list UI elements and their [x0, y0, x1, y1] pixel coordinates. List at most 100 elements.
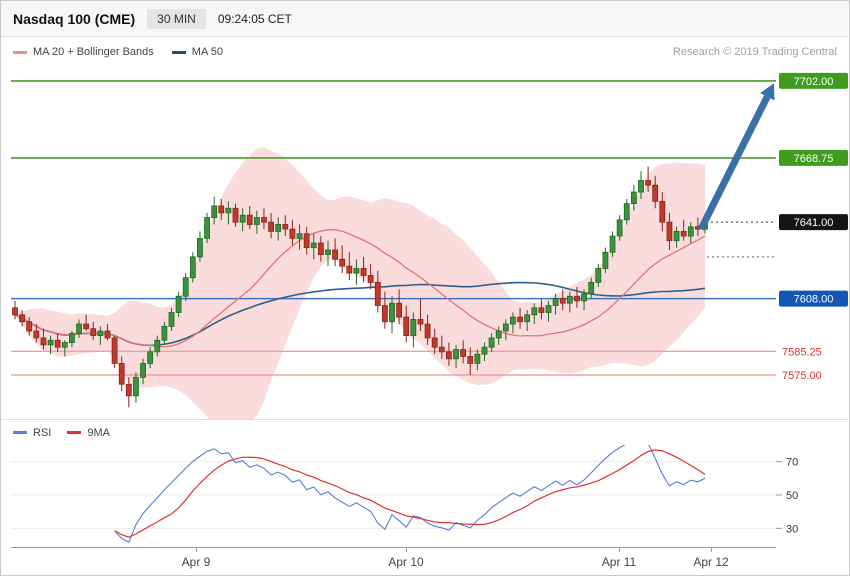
candle-body [154, 339, 161, 353]
candle-body [403, 316, 410, 337]
candle-body [332, 249, 339, 260]
price-badge-label-pivot: 7608.00 [794, 294, 834, 306]
x-axis-line [11, 547, 776, 548]
candle-body [481, 346, 488, 355]
candle-body [673, 231, 680, 242]
candle-body [26, 321, 33, 332]
candle-body [83, 323, 90, 330]
rsi-tick-label: 30 [786, 523, 798, 535]
ma20-bollinger-swatch [13, 50, 27, 54]
candle-body [275, 224, 282, 232]
candle-body [453, 349, 459, 360]
x-axis-label: Apr 9 [181, 555, 211, 569]
candle-body [595, 268, 602, 283]
x-axis-tick [406, 547, 407, 552]
candle-body [552, 298, 559, 306]
candle-body [488, 337, 495, 348]
candle-body [104, 330, 111, 339]
candle-body [623, 203, 630, 221]
candle-body [197, 237, 203, 258]
candle-body [367, 275, 374, 283]
candle-body [353, 268, 360, 274]
instrument-title: Nasdaq 100 (CME) [13, 10, 136, 27]
main-chart-svg: 7702.00 7668.75 7641.00 7608.00 7585.25 7575.… [11, 72, 848, 419]
rsi-9ma-swatch [67, 431, 82, 434]
candle-body [616, 219, 623, 237]
candle-body [303, 233, 310, 249]
candle-body [125, 383, 132, 397]
clock-time: 09:24:05 CET [217, 11, 292, 26]
candle-body [282, 224, 289, 230]
main-legend: MA 20 + Bollinger Bands MA 50 Research ©… [1, 37, 849, 67]
x-axis-label: Apr 11 [601, 555, 637, 569]
candle-body [161, 325, 168, 341]
candle-body [189, 256, 196, 279]
candle-body [69, 332, 75, 343]
price-badge-pivot [779, 290, 848, 307]
candle-body [261, 217, 267, 223]
candle-body [680, 231, 687, 237]
trend-arrow-head [760, 83, 775, 101]
candle-body [687, 226, 694, 237]
price-badge-resistance-2 [779, 72, 848, 89]
candle-body [609, 235, 616, 253]
candle-body [61, 342, 68, 348]
candle-body [638, 180, 644, 193]
trend-arrow-shaft [697, 95, 771, 231]
x-axis-label: Apr 10 [388, 555, 424, 569]
candle-body [168, 312, 175, 327]
candle-body [268, 221, 274, 232]
candle-body [374, 281, 381, 306]
candle-body [517, 316, 523, 323]
header: Nasdaq 100 (CME) 30 MIN 09:24:05 CET [1, 1, 849, 37]
candle-body [410, 319, 417, 337]
candle-body [218, 205, 225, 214]
candle-body [538, 307, 545, 313]
candle-body [360, 268, 367, 276]
price-badge-label-resistance-1: 7668.75 [794, 153, 834, 165]
rsi-chart-svg: 70 50 30 [11, 445, 798, 543]
candle-body [40, 337, 47, 346]
legend-item-ma50: MA 50 [171, 46, 223, 58]
candle-body [495, 330, 502, 339]
candle-body [502, 323, 509, 332]
candle-body [389, 302, 395, 323]
candle-body [140, 363, 146, 378]
legend-label-9ma: 9MA [87, 426, 110, 439]
candle-body [19, 314, 26, 323]
candle-body [438, 346, 445, 353]
watermark: Research © 2019 Trading Central [672, 46, 837, 58]
candle-body [317, 242, 324, 255]
candle-body [566, 295, 573, 304]
candle-body [253, 217, 260, 225]
candle-body [524, 314, 531, 323]
timeframe-badge[interactable]: 30 MIN [147, 8, 206, 29]
candle-body [133, 376, 139, 397]
x-axis-tick [619, 547, 620, 552]
candle-body [574, 295, 580, 302]
candle-body [239, 214, 246, 223]
candle-body [446, 351, 452, 360]
candle-body [417, 319, 424, 325]
candle-body [325, 249, 331, 255]
candle-body [118, 363, 125, 385]
candle-body [588, 281, 595, 295]
bollinger-band [15, 147, 705, 419]
candle-body [12, 307, 18, 316]
ma50-swatch [171, 50, 186, 54]
candle-body [54, 339, 61, 348]
candle-body [225, 207, 232, 214]
candle-body [460, 349, 467, 357]
candle-body [381, 305, 388, 323]
price-label-support-1: 7585.25 [782, 346, 822, 358]
candle-body [474, 353, 481, 364]
candle-body [296, 233, 303, 239]
candle-body [659, 200, 666, 223]
legend-item-rsi: RSI [13, 427, 51, 439]
rsi-tick-label: 70 [786, 457, 798, 469]
ma20-line [14, 229, 706, 348]
price-badge-label-last-price: 7641.00 [794, 217, 834, 229]
candle-body [652, 184, 659, 202]
candle-body [246, 214, 253, 225]
legend-item-ma20-bollinger: MA 20 + Bollinger Bands [13, 46, 154, 58]
